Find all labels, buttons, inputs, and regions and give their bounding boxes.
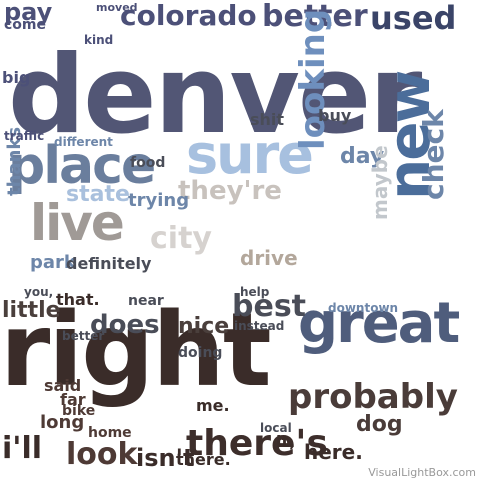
word-37: home: [88, 425, 132, 441]
word-58: different: [54, 135, 113, 149]
word-40: it,: [276, 432, 296, 451]
word-11: probably: [288, 377, 458, 417]
word-16: they're: [178, 176, 282, 206]
word-2: great: [298, 291, 460, 356]
word-6: colorado: [120, 0, 257, 32]
word-21: isn't: [136, 444, 195, 472]
word-36: bike: [62, 403, 96, 419]
word-23: little: [2, 298, 61, 323]
word-53: kind: [84, 33, 114, 47]
word-10: looking: [293, 8, 333, 150]
word-9: live: [30, 194, 125, 252]
credit-watermark: VisualLightBox.com: [365, 466, 479, 479]
word-28: maybe: [368, 145, 392, 220]
word-57: food: [130, 155, 166, 171]
word-49: downtown: [328, 301, 399, 315]
word-39: here.: [304, 440, 363, 464]
word-26: state: [66, 182, 130, 207]
word-47: help: [240, 285, 270, 299]
word-35: far: [60, 390, 86, 409]
word-3: place: [8, 136, 156, 196]
word-44: shit: [250, 110, 285, 129]
word-45: buy: [318, 106, 352, 125]
word-17: check: [417, 109, 450, 200]
word-12: there's: [186, 423, 328, 464]
word-41: me.: [196, 396, 230, 415]
word-15: look: [66, 437, 138, 472]
word-33: long: [40, 412, 85, 433]
word-38: there.: [176, 450, 231, 469]
word-30: drive: [240, 246, 298, 270]
word-54: moved: [96, 1, 138, 14]
word-51: better: [62, 329, 105, 343]
word-22: nice: [178, 314, 230, 339]
word-18: does: [90, 310, 160, 340]
word-8: used: [370, 0, 457, 37]
word-14: i'll: [2, 431, 43, 466]
word-42: that.: [56, 290, 100, 309]
word-43: near: [128, 293, 164, 309]
word-27: trying: [128, 190, 190, 211]
word-7: better: [262, 0, 368, 34]
word-55: come: [4, 17, 46, 33]
word-25: day: [340, 144, 385, 169]
word-59: traffic: [4, 129, 45, 143]
word-1: right: [0, 291, 272, 410]
word-0: denver: [8, 33, 422, 158]
word-48: instead: [234, 319, 285, 333]
word-32: definitely: [66, 254, 152, 273]
word-31: park: [30, 252, 76, 273]
word-13: best: [232, 289, 307, 324]
word-50: you,: [24, 285, 54, 299]
word-24: dog: [356, 412, 403, 437]
word-46: doing: [178, 345, 223, 361]
word-56: big: [2, 68, 31, 87]
word-4: sure: [186, 123, 314, 186]
word-20: pay: [4, 0, 53, 26]
word-34: said: [44, 376, 82, 395]
word-19: city: [150, 221, 212, 256]
word-52: local: [260, 421, 292, 435]
